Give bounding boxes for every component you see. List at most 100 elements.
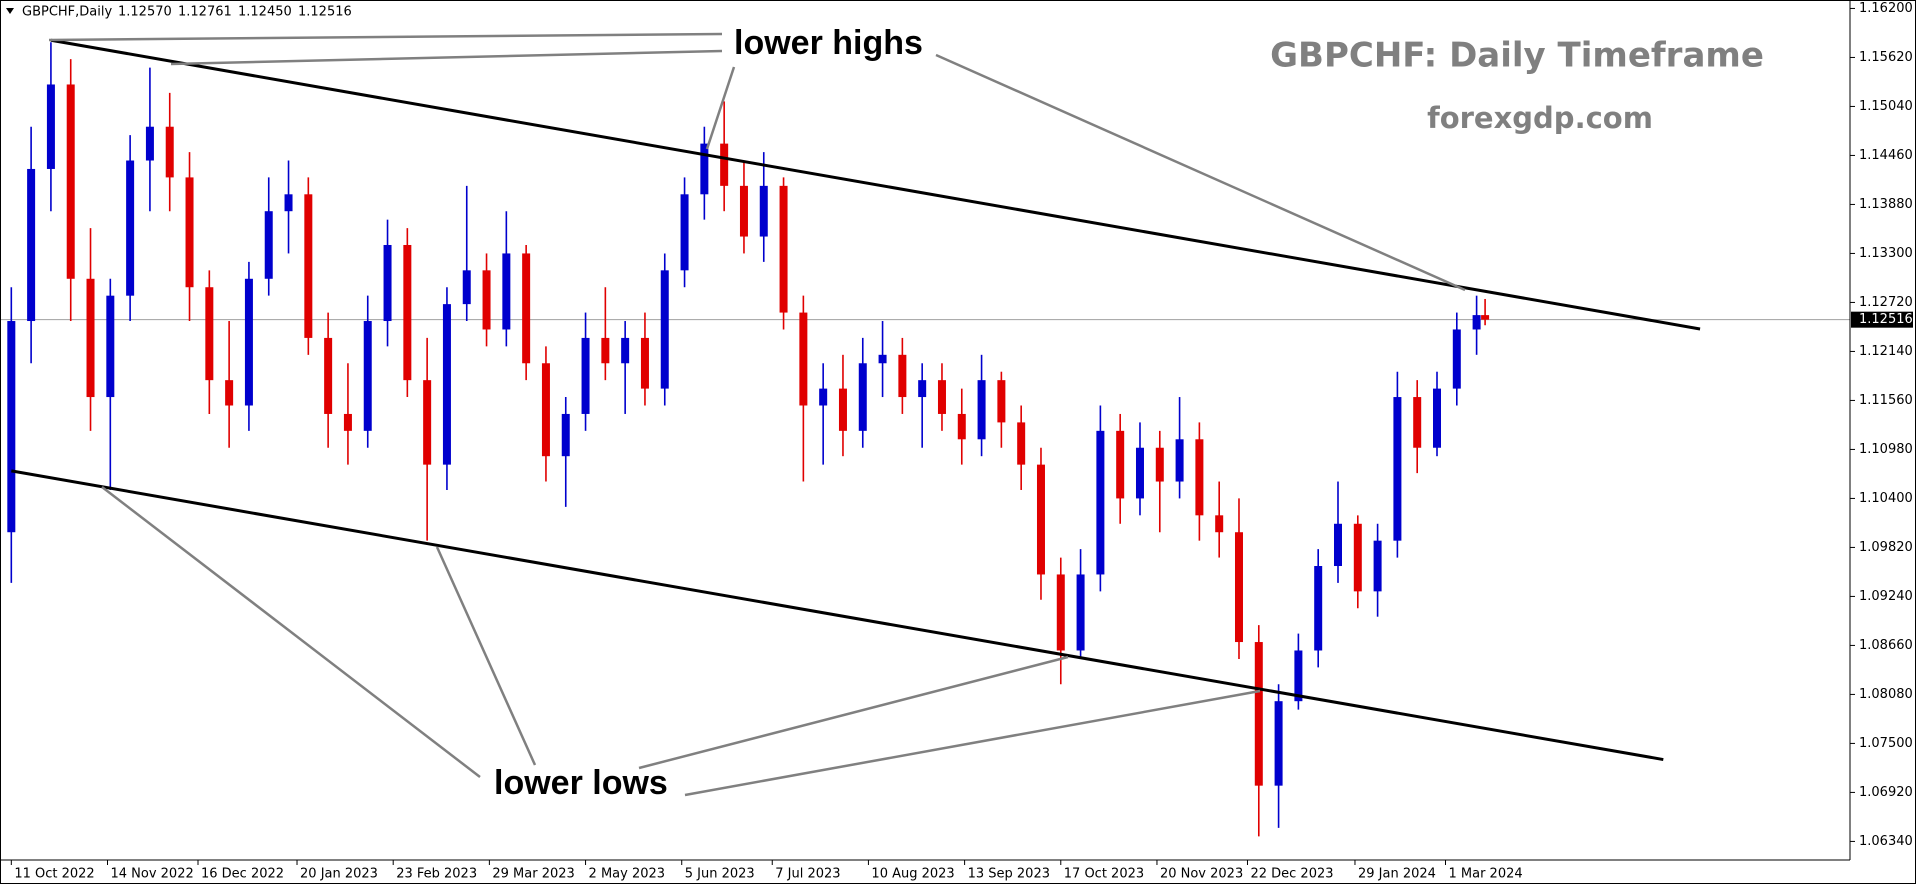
candle-body [225,380,234,406]
y-tick-label: 1.09240 [1859,589,1913,604]
candle-body [106,295,115,398]
candle-body [264,211,273,279]
candle-body [739,185,748,237]
candle-body [700,143,709,195]
candle-body [1472,315,1481,330]
y-tick-label: 1.14460 [1859,148,1913,163]
candle-body [1373,540,1382,592]
y-tick-label: 1.15040 [1859,99,1913,114]
candle-body [1353,523,1362,592]
candle-body [819,388,828,406]
candle-body [720,143,729,186]
candle-body [1333,523,1342,567]
candle-body [581,337,590,414]
x-tick-label: 13 Sep 2023 [968,867,1050,882]
candle-body [27,168,36,322]
ohlc-close: 1.12516 [298,5,352,20]
annotation: lower highs [734,24,923,62]
x-tick-label: 20 Nov 2023 [1160,867,1243,882]
ohlc-high: 1.12761 [178,5,232,20]
x-tick-label: 29 Mar 2023 [492,867,574,882]
candle-body [185,177,194,288]
x-tick-label: 11 Oct 2022 [14,867,94,882]
x-tick-label: 16 Dec 2022 [201,867,284,882]
y-tick-label: 1.13300 [1859,246,1913,261]
candle-body [997,380,1006,423]
y-tick-label: 1.13880 [1859,197,1913,212]
candle-body [680,194,689,271]
candle-body [838,388,847,431]
candle-body [1393,397,1402,541]
candle-body [1056,574,1065,651]
chart-subtitle: forexgdp.com [1427,101,1653,135]
chart-title: GBPCHF: Daily Timeframe [1270,36,1764,76]
pointer [684,689,1261,797]
candle-body [937,380,946,414]
y-tick-label: 1.12140 [1859,344,1913,359]
candle-body [1096,430,1105,575]
candle-body [601,337,610,364]
candle-body [383,244,392,322]
candle-body [621,337,630,364]
candle-body [442,304,451,465]
x-tick-label: 20 Jan 2023 [300,867,378,882]
candle-body [878,354,887,364]
x-tick-label: 10 Aug 2023 [871,867,954,882]
annotation: lower lows [494,764,668,802]
pointer [170,49,723,66]
symbol: GBPCHF,Daily [22,5,112,20]
x-tick-label: 23 Feb 2023 [396,867,477,882]
candle-body [363,321,372,431]
candle-body [284,194,293,212]
x-tick-label: 2 May 2023 [589,867,666,882]
candle-body [1195,439,1204,516]
candle-body [1076,574,1085,651]
ohlc-open: 1.12570 [118,5,172,20]
menu-arrow [6,8,14,14]
candle-body [145,126,154,161]
candle-body [482,270,491,330]
candle-body [66,84,75,279]
candle-body [1135,447,1144,499]
candle-body [660,270,669,389]
x-tick-label: 1 Mar 2024 [1448,867,1522,882]
y-tick-label: 1.10400 [1859,491,1913,506]
candle-body [502,253,511,330]
x-tick-label: 5 Jun 2023 [685,867,755,882]
candle-body [759,185,768,237]
x-tick-label: 7 Jul 2023 [775,867,840,882]
y-tick-label: 1.11560 [1859,393,1913,408]
y-tick-label: 1.09820 [1859,540,1913,555]
candle-body [86,278,95,398]
candle-body [205,287,214,381]
candle-body [779,185,788,313]
y-tick-label: 1.07500 [1859,736,1913,751]
pointer [48,32,723,42]
candle-body [1452,329,1461,389]
y-tick-label: 1.06340 [1859,834,1913,849]
candle-body [1234,532,1243,643]
candle-body [7,321,16,533]
plot-area [0,38,1850,837]
y-tick-label: 1.16200 [1859,1,1913,16]
candle-body [918,380,927,398]
candle-body [640,337,649,389]
candle-body [561,413,570,457]
ohlc-low: 1.12450 [238,5,292,20]
candle-body [1413,397,1422,448]
current-price-box [1851,311,1913,328]
candle-body [462,270,471,305]
candle-body [522,253,531,364]
candle-body [304,194,313,338]
x-tick-label: 14 Nov 2022 [110,867,193,882]
candle-body [343,413,352,431]
trendline [11,469,1664,762]
candle-body [1036,464,1045,575]
candle-body [165,126,174,178]
candle-body [858,363,867,431]
candle-body [244,278,253,406]
pointer [935,53,1466,292]
